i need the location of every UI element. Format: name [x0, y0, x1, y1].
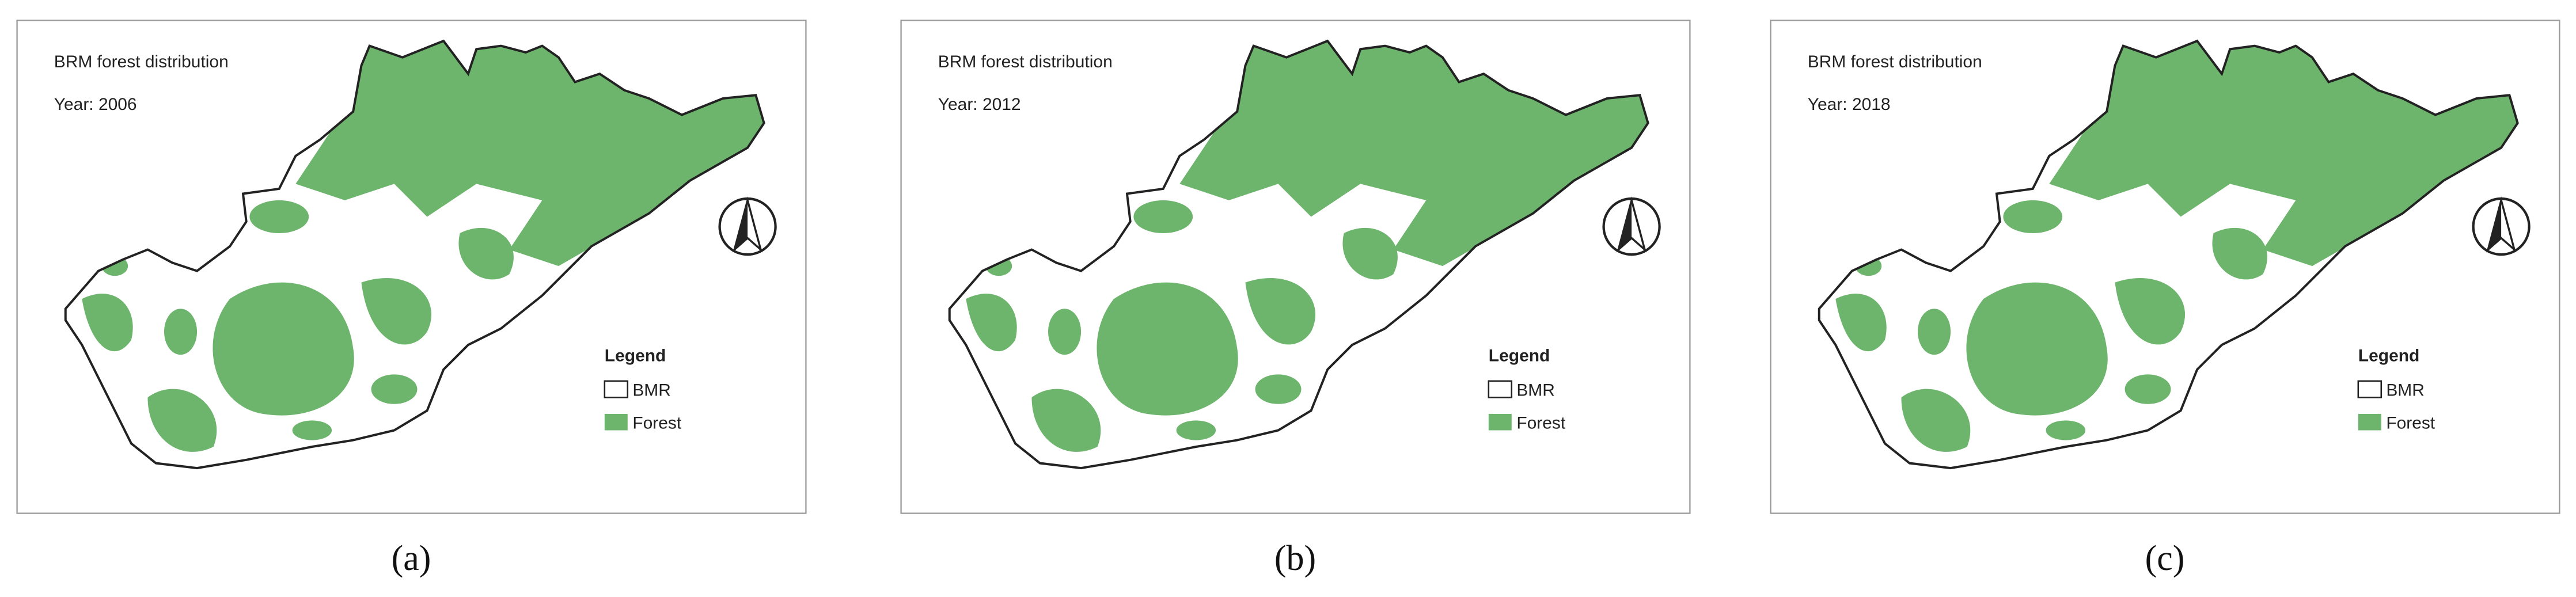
map-year: Year: 2018 — [1808, 95, 1891, 114]
legend-item: Forest — [2386, 414, 2435, 433]
legend-swatch-bmr — [1488, 380, 1513, 398]
map-title: BRM forest distribution — [54, 52, 229, 71]
legend-item: BMR — [632, 381, 671, 400]
legend-swatch-forest — [1488, 413, 1512, 431]
legend-title: Legend — [1489, 347, 1550, 366]
legend-item: BMR — [1516, 381, 1555, 400]
map-panel: BRM forest distribution Year: 2018 Legend B… — [1770, 20, 2560, 514]
map-panel: BRM forest distribution Year: 2012 Legend B… — [900, 20, 1691, 514]
map-year: Year: 2006 — [54, 95, 137, 114]
legend-title: Legend — [2358, 347, 2420, 366]
caption: (a) — [391, 539, 431, 578]
map-title: BRM forest distribution — [938, 52, 1113, 71]
map-year: Year: 2012 — [938, 95, 1021, 114]
caption: (c) — [2145, 539, 2185, 578]
legend-swatch-bmr — [2357, 380, 2382, 398]
legend-swatch-forest — [604, 413, 628, 431]
legend-title: Legend — [605, 347, 666, 366]
legend-item: Forest — [632, 414, 682, 433]
legend-item: BMR — [2386, 381, 2425, 400]
map-title: BRM forest distribution — [1808, 52, 1982, 71]
map-panel: BRM forest distribution Year: 2006 Legend B… — [16, 20, 807, 514]
caption: (b) — [1274, 539, 1317, 578]
legend-swatch-forest — [2358, 413, 2381, 431]
legend-swatch-bmr — [604, 380, 629, 398]
legend-item: Forest — [1516, 414, 1566, 433]
